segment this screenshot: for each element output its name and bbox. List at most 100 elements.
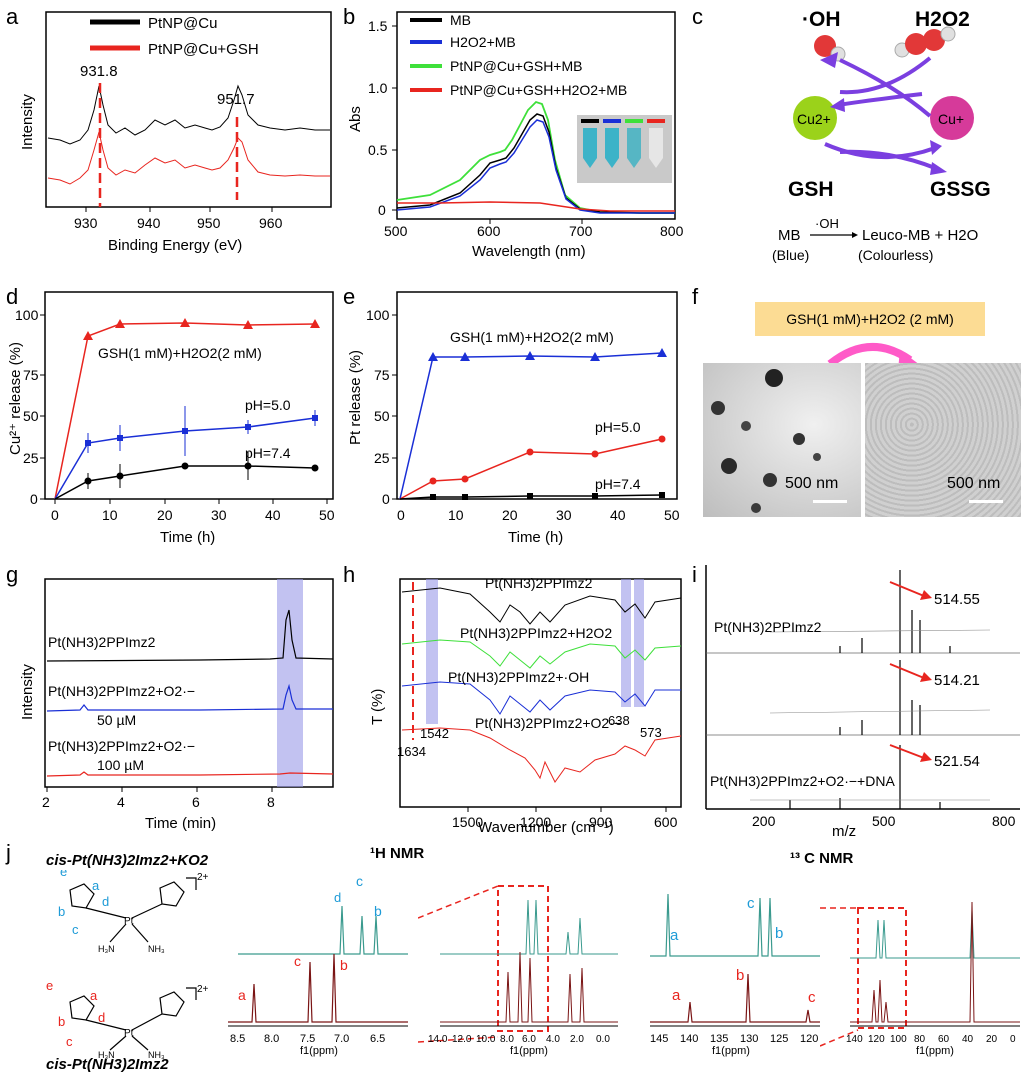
b-trace-green: [396, 100, 675, 214]
j-h-full-tick-4: 8.0: [500, 1034, 514, 1045]
j-h-zoom-tick-1: 8.5: [230, 1033, 245, 1045]
g-trace-label-5: 100 µM: [97, 757, 144, 773]
j-structures: Pt H₃N NH₃ 2+ e a b d c Pt H₃N NH₃ 2+ e a …: [46, 870, 209, 1060]
a-xlabel: Binding Energy (eV): [108, 237, 242, 254]
h-xtick-1500: 1500: [452, 814, 483, 830]
panel-label-b: b: [343, 4, 356, 29]
svg-text:Pt: Pt: [124, 1028, 134, 1039]
panel-label-a: a: [6, 4, 19, 29]
b-xlabel: Wavelength (nm): [472, 243, 586, 260]
e-label-ph74: pH=7.4: [595, 476, 641, 492]
panel-label-d: d: [6, 284, 19, 309]
svg-text:H₃N: H₃N: [98, 1050, 115, 1060]
g-xtick-8: 8: [267, 794, 275, 810]
e-xtick-40: 40: [610, 507, 626, 523]
e-ytick-50: 50: [374, 408, 390, 424]
j-h-full-tick-2: 12.0: [452, 1034, 472, 1045]
j-h-peak-a-red: a: [238, 987, 246, 1003]
g-ylabel: Intensity: [19, 664, 36, 720]
j-h-peak-d: d: [334, 890, 341, 905]
i-peak-3: 521.54: [934, 753, 980, 770]
e-ytick-100: 100: [366, 307, 390, 323]
g-trace-label-4: Pt(NH3)2PPImz2+O2·−: [48, 738, 195, 754]
svg-text:NH₃: NH₃: [148, 944, 165, 954]
e-xtick-50: 50: [664, 507, 680, 523]
c-eq-right: Leuco-MB + H2O: [862, 227, 978, 244]
j-c-full-tick-5: 60: [938, 1034, 950, 1045]
d-ylabel: Cu²⁺ release (%): [7, 342, 24, 455]
svg-text:Pt: Pt: [124, 916, 134, 927]
h-mark-1542: 1542: [420, 726, 449, 741]
h-xtick-900: 900: [589, 814, 613, 830]
panel-label-i: i: [692, 562, 697, 587]
d-xtick-50: 50: [319, 507, 335, 523]
j-h-zoom-tick-2: 8.0: [264, 1033, 279, 1045]
e-ylabel: Pt release (%): [347, 350, 364, 445]
j-h-full-tick-1: 14.0: [428, 1034, 448, 1045]
j-c-zoom-tick-1: 145: [650, 1033, 668, 1045]
g-trace-label-2: Pt(NH3)2PPImz2+O2·−: [48, 683, 195, 699]
a-trace-black: [47, 84, 330, 145]
e-ytick-75: 75: [374, 367, 390, 383]
i-trace-2: Pt(NH3)2PPImz2+O2·−+DNA: [710, 773, 895, 789]
d-xtick-10: 10: [102, 507, 118, 523]
j-c-zoom-tick-3: 135: [710, 1033, 728, 1045]
j-c-nmr-zoom: a c b a b c 145 140 135 130 125 120 f1(p…: [650, 893, 820, 1057]
b-xtick-500: 500: [384, 223, 408, 239]
j-letter-e-top: e: [60, 870, 67, 879]
b-ytick-10: 1.0: [368, 80, 388, 96]
a-legend-2: PtNP@Cu+GSH: [148, 41, 259, 58]
i-trace-1: Pt(NH3)2PPImz2: [714, 619, 822, 635]
j-h-peak-c-red: c: [294, 953, 301, 969]
panel-g-hplc-chart: 2 4 6 8 Time (min) Intensity Pt(NH3)2PPI…: [19, 578, 334, 832]
f-tem-left: 500 nm: [703, 363, 861, 517]
j-h-peak-c-blue: c: [356, 873, 363, 889]
j-h-full-tick-6: 4.0: [546, 1034, 560, 1045]
j-c-peak-a-blue: a: [670, 927, 679, 944]
b-legend-1: MB: [450, 12, 471, 28]
h-trace-label-2: Pt(NH3)2PPImz2+H2O2: [460, 625, 612, 641]
j-c-full-tick-8: 0: [1010, 1034, 1016, 1045]
g-xlabel: Time (min): [145, 815, 216, 832]
h-trace-label-3: Pt(NH3)2PPImz2+·OH: [448, 669, 589, 685]
e-xlabel: Time (h): [508, 529, 563, 546]
d-label-gsh: GSH(1 mM)+H2O2(2 mM): [98, 345, 262, 361]
panel-label-f: f: [692, 284, 699, 309]
b-legend-2: H2O2+MB: [450, 34, 516, 50]
g-xtick-4: 4: [117, 794, 125, 810]
j-h-zoom-xlabel: f1(ppm): [300, 1045, 338, 1057]
h-xtick-1200: 1200: [520, 814, 551, 830]
e-ytick-25: 25: [374, 450, 390, 466]
j-c-full-tick-2: 120: [868, 1034, 885, 1045]
j-h-peak-b-red: b: [340, 957, 348, 973]
b-xtick-800: 800: [660, 223, 684, 239]
panel-c-mechanism-diagram: ·OH H2O2 Cu2+ Cu+ GSH GSSG MB ·OH Leuco-…: [772, 8, 991, 263]
g-trace-label-1: Pt(NH3)2PPImz2: [48, 634, 156, 650]
c-gsh-label: GSH: [788, 178, 834, 201]
i-peak-1: 514.55: [934, 591, 980, 608]
a-xtick-930: 930: [74, 215, 98, 231]
j-c-zoom-tick-6: 120: [800, 1033, 818, 1045]
h-mark-573: 573: [640, 725, 662, 740]
j-letter-d-bot: d: [98, 1010, 105, 1025]
d-ytick-0: 0: [30, 491, 38, 507]
panel-f-tem-images: GSH(1 mM)+H2O2 (2 mM) 500 nm 500 nm: [700, 280, 1024, 520]
a-ylabel: Intensity: [19, 94, 36, 150]
f-scale-label-right: 500 nm: [947, 475, 1001, 492]
panel-label-j: j: [6, 840, 11, 865]
j-c-full-tick-3: 100: [890, 1034, 907, 1045]
a-xtick-960: 960: [259, 215, 283, 231]
b-xtick-600: 600: [477, 223, 501, 239]
j-c-peak-b-blue: b: [775, 925, 783, 942]
j-c-zoom-xlabel: f1(ppm): [712, 1045, 750, 1057]
c-eq-left: MB: [778, 227, 801, 244]
a-xtick-940: 940: [137, 215, 161, 231]
j-letter-e-bot: e: [46, 978, 53, 993]
j-h-full-tick-7: 2.0: [570, 1034, 584, 1045]
j-c-peak-c-blue: c: [747, 895, 755, 912]
b-legend-3: PtNP@Cu+GSH+MB: [450, 58, 582, 74]
b-ytick-0: 0: [378, 202, 386, 218]
b-trace-red: [397, 201, 675, 212]
svg-text:H₃N: H₃N: [98, 944, 115, 954]
j-letter-c-bot: c: [66, 1034, 73, 1049]
